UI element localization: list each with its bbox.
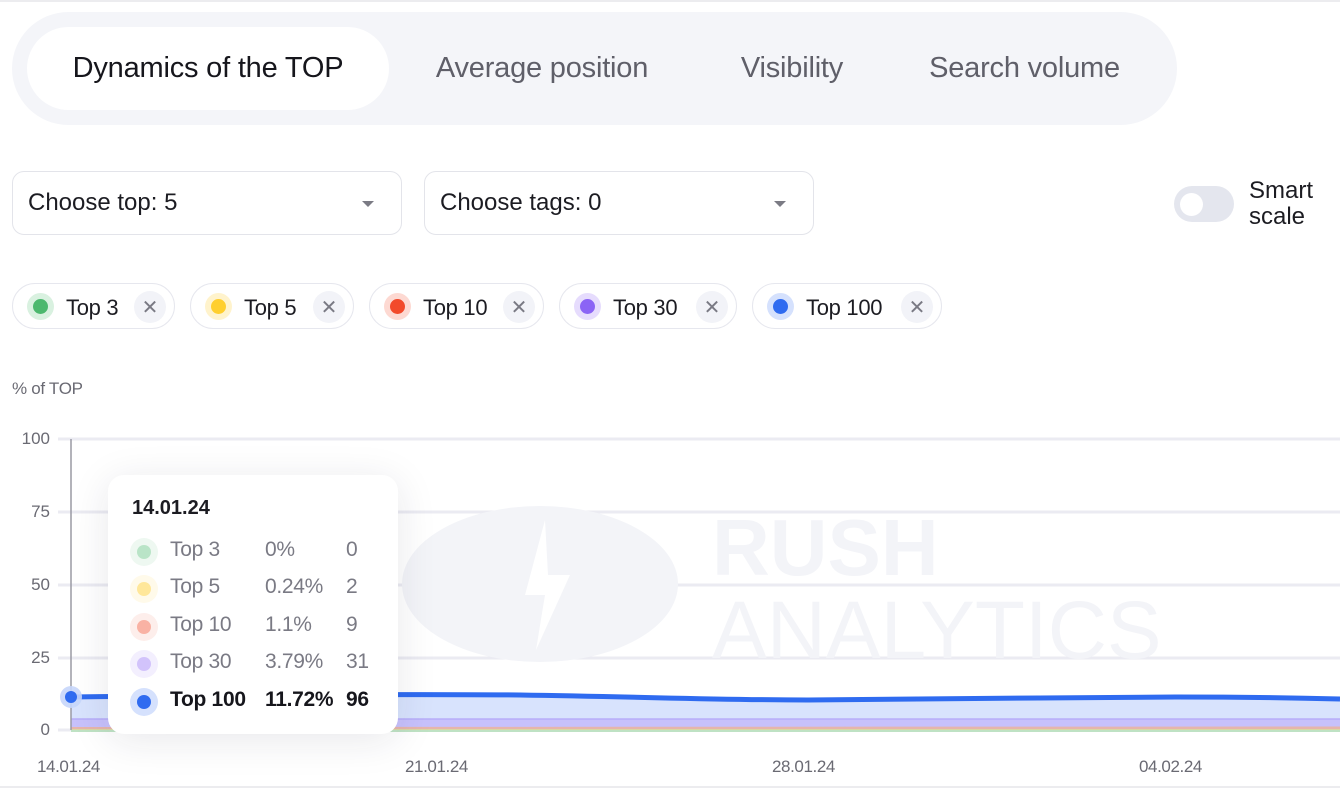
chip-label: Top 3	[66, 295, 119, 320]
smart-scale-toggle[interactable]	[1174, 186, 1234, 222]
tooltip-row-top-10: Top 10 1.1% 9	[130, 611, 390, 641]
y-tick-50: 50	[31, 575, 50, 594]
legend-dot-halo	[205, 293, 232, 320]
legend-dot-halo	[574, 293, 601, 320]
tooltip-series-count: 9	[346, 613, 358, 636]
tooltip-series-count: 2	[346, 575, 358, 598]
tab-visibility[interactable]: Visibility	[740, 52, 844, 84]
tooltip-series-count: 96	[346, 688, 369, 711]
chip-top-10: Top 10 ✕	[369, 283, 544, 329]
close-icon[interactable]: ✕	[901, 291, 933, 323]
chip-label: Top 30	[613, 295, 678, 320]
tooltip-series-percent: 3.79%	[265, 650, 324, 673]
y-tick-75: 75	[31, 502, 50, 521]
tooltip-series-percent: 1.1%	[265, 613, 312, 636]
smart-scale-label-line1: Smart	[1249, 177, 1314, 204]
smart-scale-label-line2: scale	[1249, 203, 1306, 230]
chip-label: Top 100	[806, 295, 883, 320]
chart-type-tabs: Dynamics of the TOP Average position Vis…	[12, 12, 1177, 125]
y-axis-title: % of TOP	[12, 379, 83, 398]
chip-top-30: Top 30 ✕	[559, 283, 737, 329]
y-tick-0: 0	[40, 720, 50, 739]
tooltip-series-percent: 11.72%	[265, 688, 334, 711]
x-tick-14-01-24: 14.01.24	[37, 757, 100, 776]
close-icon[interactable]: ✕	[134, 291, 166, 323]
tooltip-series-name: Top 10	[170, 613, 232, 636]
choose-top-select[interactable]: Choose top: 5	[12, 171, 402, 235]
tab-search-volume[interactable]: Search volume	[929, 52, 1120, 84]
legend-dot-halo	[384, 293, 411, 320]
tooltip-row-top-3: Top 3 0% 0	[130, 536, 390, 566]
tooltip-series-percent: 0.24%	[265, 575, 324, 598]
x-tick-04-02-24: 04.02.24	[1139, 757, 1202, 776]
x-tick-28-01-24: 28.01.24	[772, 757, 835, 776]
smart-scale-label: Smart scale	[1249, 178, 1313, 230]
legend-dot-halo	[767, 293, 794, 320]
tooltip-row-top-30: Top 30 3.79% 31	[130, 648, 390, 678]
bottom-divider	[0, 786, 1340, 788]
y-tick-100: 100	[21, 429, 50, 448]
tooltip-series-name: Top 30	[170, 650, 232, 673]
tooltip-series-name: Top 5	[170, 575, 220, 598]
choose-tags-select[interactable]: Choose tags: 0	[424, 171, 814, 235]
red-dot-icon	[390, 299, 405, 314]
purple-dot-icon	[580, 299, 595, 314]
y-tick-25: 25	[31, 648, 50, 667]
choose-top-value: Choose top: 5	[28, 189, 178, 216]
close-icon[interactable]: ✕	[503, 291, 535, 323]
chip-label: Top 10	[423, 295, 488, 320]
legend-dot-halo	[27, 293, 54, 320]
svg-text:ANALYTICS: ANALYTICS	[712, 585, 1162, 676]
chip-top-5: Top 5 ✕	[190, 283, 354, 329]
tooltip-date: 14.01.24	[132, 497, 210, 519]
tooltip-series-count: 0	[346, 538, 358, 561]
tooltip-series-percent: 0%	[265, 538, 295, 561]
choose-tags-value: Choose tags: 0	[440, 189, 602, 216]
chart-tooltip: 14.01.24 Top 3 0% 0 Top 5 0.24% 2 Top 10…	[108, 475, 398, 734]
green-dot-icon	[33, 299, 48, 314]
yellow-dot-icon	[211, 299, 226, 314]
x-tick-21-01-24: 21.01.24	[405, 757, 468, 776]
chip-top-100: Top 100 ✕	[752, 283, 942, 329]
chip-label: Top 5	[244, 295, 297, 320]
blue-dot-icon	[773, 299, 788, 314]
chip-top-3: Top 3 ✕	[12, 283, 175, 329]
tooltip-row-top-100: Top 100 11.72% 96	[130, 686, 390, 716]
chevron-down-icon	[362, 201, 374, 207]
tooltip-series-count: 31	[346, 650, 369, 673]
toggle-knob	[1180, 193, 1203, 216]
tooltip-series-name: Top 100	[170, 688, 246, 711]
chevron-down-icon	[774, 201, 786, 207]
blue-dot-icon	[137, 695, 151, 709]
red-dot-icon	[137, 620, 151, 634]
yellow-dot-icon	[137, 582, 151, 596]
purple-dot-icon	[137, 657, 151, 671]
rush-analytics-watermark: RUSH ANALYTICS	[402, 503, 1162, 676]
close-icon[interactable]: ✕	[696, 291, 728, 323]
svg-text:RUSH: RUSH	[712, 503, 939, 592]
tooltip-series-name: Top 3	[170, 538, 220, 561]
tab-dynamics-of-the-top[interactable]: Dynamics of the TOP	[27, 27, 389, 110]
close-icon[interactable]: ✕	[313, 291, 345, 323]
hover-marker	[65, 691, 77, 703]
tooltip-row-top-5: Top 5 0.24% 2	[130, 573, 390, 603]
top-divider	[0, 0, 1340, 2]
tab-average-position[interactable]: Average position	[435, 52, 649, 84]
green-dot-icon	[137, 545, 151, 559]
